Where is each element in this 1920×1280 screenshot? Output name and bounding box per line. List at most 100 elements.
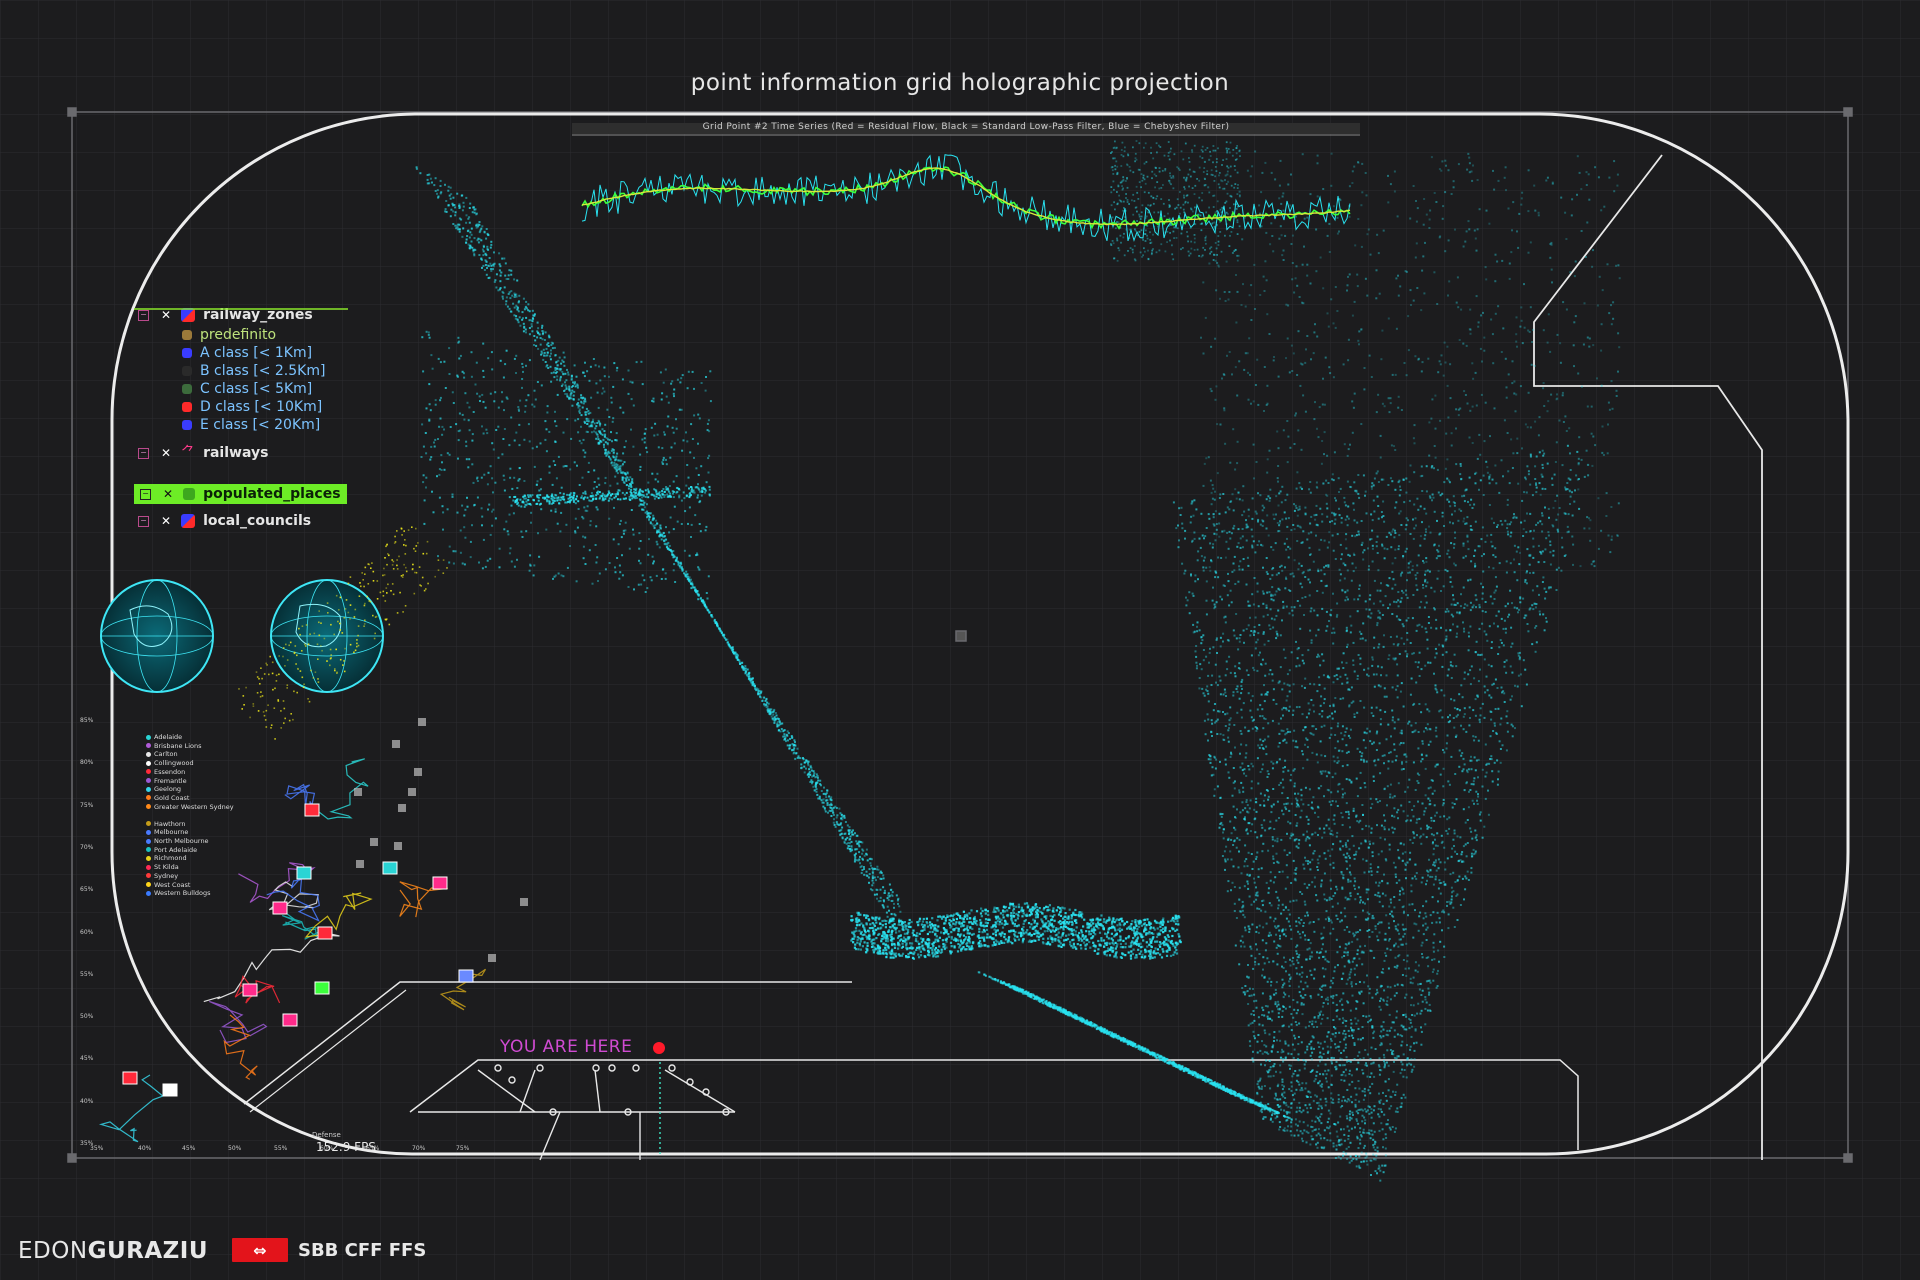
team-marker-icon <box>520 898 528 906</box>
team-trajectory-line <box>98 1074 164 1143</box>
legend-class-item: E class [< 20Km] <box>182 416 320 434</box>
team-logo-icon <box>458 969 474 983</box>
collapse-toggle-icon[interactable]: − <box>140 488 151 500</box>
you-are-here-label: YOU ARE HERE <box>500 1037 633 1057</box>
team-trajectory-line <box>266 875 320 922</box>
x-tick-label: 60% <box>320 1145 334 1152</box>
collapse-toggle-icon[interactable]: − <box>138 447 149 459</box>
team-marker-icon <box>392 740 400 748</box>
y-tick-label: 60% <box>80 928 94 936</box>
team-legend-item: Essendon <box>146 768 185 776</box>
x-tick-label: 50% <box>228 1145 242 1152</box>
team-logo-icon <box>314 981 330 995</box>
legend-group-railway-zones[interactable]: − ✕ railway_zones <box>138 306 313 324</box>
team-color-icon <box>146 838 151 844</box>
legend-class-label: predefinito <box>200 327 277 343</box>
team-legend-item: Greater Western Sydney <box>146 803 234 811</box>
x-tick-label: 40% <box>138 1145 152 1152</box>
class-swatch-icon <box>182 330 192 340</box>
y-tick-label: 65% <box>80 886 94 894</box>
legend-group-label: railways <box>203 445 269 461</box>
team-name: Carlton <box>154 750 178 759</box>
point-cluster <box>415 166 902 938</box>
layer-swatch-icon <box>181 308 196 322</box>
team-marker-icon <box>356 860 364 868</box>
y-tick-label: 70% <box>80 843 94 851</box>
class-swatch-icon <box>182 420 192 430</box>
team-logo-icon <box>304 803 320 817</box>
team-marker-icon <box>394 842 402 850</box>
team-legend-item: Adelaide <box>146 733 182 741</box>
x-tick-label: 45% <box>182 1145 196 1152</box>
legend-class-label: B class [< 2.5Km] <box>200 363 326 379</box>
team-name: Gold Coast <box>154 793 190 802</box>
collapse-toggle-icon[interactable]: − <box>138 309 149 321</box>
timeseries-lowpass-line <box>581 167 1351 226</box>
team-trajectory-line <box>274 904 326 940</box>
team-marker-icon <box>408 788 416 796</box>
points-swatch-icon <box>183 488 196 500</box>
fps-counter: 152.9 FPS <box>316 1140 376 1154</box>
sbb-wordmark: SBB CFF FFS <box>298 1240 427 1261</box>
team-trajectory-line <box>439 968 487 1011</box>
legend-group-populated-places[interactable]: − ✕ populated_places <box>134 484 347 504</box>
team-color-icon <box>146 890 151 896</box>
legend-group-label: railway_zones <box>203 307 313 323</box>
author-name: EDONGURAZIU <box>18 1238 208 1264</box>
y-tick-label: 85% <box>80 717 94 724</box>
team-legend-item: Hawthorn <box>146 820 186 828</box>
team-color-icon <box>146 847 151 853</box>
globe-left <box>100 579 214 693</box>
team-name: Sydney <box>154 871 179 880</box>
legend-group-local-councils[interactable]: − ✕ local_councils <box>138 512 311 530</box>
team-color-icon <box>146 786 151 792</box>
team-color-icon <box>146 778 151 783</box>
point-cluster <box>1172 444 1590 1182</box>
class-swatch-icon <box>182 402 192 412</box>
y-tick-label: 35% <box>80 1140 94 1147</box>
team-legend-item: Carlton <box>146 750 178 758</box>
stadium-outline <box>110 112 1850 1156</box>
team-trajectory-line <box>284 783 316 808</box>
team-name: Fremantle <box>154 776 187 785</box>
legend-class-item: B class [< 2.5Km] <box>182 362 325 380</box>
legend-group-label: populated_places <box>203 486 341 502</box>
collapse-toggle-icon[interactable]: − <box>138 515 149 527</box>
team-name: Melbourne <box>154 828 189 837</box>
legend-class-item: A class [< 1Km] <box>182 344 312 362</box>
x-tick-label: 35% <box>90 1145 104 1152</box>
team-logo-icon <box>122 1071 138 1085</box>
team-color-icon <box>146 751 151 757</box>
team-marker-icon <box>488 954 496 962</box>
team-logo-icon <box>162 1083 178 1097</box>
populated-places-points <box>238 526 448 740</box>
legend-group-railways[interactable]: − ✕ ⺈ railways <box>138 444 268 462</box>
team-color-icon <box>146 855 151 861</box>
remove-layer-icon[interactable]: ✕ <box>161 308 172 322</box>
team-logo-icon <box>272 901 288 915</box>
remove-layer-icon[interactable]: ✕ <box>161 446 172 460</box>
point-cluster <box>510 485 711 507</box>
team-logo-icon <box>382 861 398 875</box>
team-color-icon <box>146 821 151 827</box>
team-legend-item: Melbourne <box>146 828 188 836</box>
legend-class-item: C class [< 5Km] <box>182 380 312 398</box>
class-swatch-icon <box>182 366 192 376</box>
remove-layer-icon[interactable]: ✕ <box>161 514 172 528</box>
remove-layer-icon[interactable]: ✕ <box>163 487 174 501</box>
legend-class-label: C class [< 5Km] <box>200 381 313 397</box>
team-marker-icon <box>370 838 378 846</box>
legend-class-label: A class [< 1Km] <box>200 345 313 361</box>
x-tick-label: 70% <box>412 1145 426 1152</box>
page-title: point information grid holographic proje… <box>690 70 1230 96</box>
point-cluster <box>420 330 712 601</box>
team-trajectory-line <box>223 1014 258 1080</box>
timeseries-caption: Grid Point #2 Time Series (Red = Residua… <box>702 122 1230 132</box>
legend-class-item: predefinito <box>182 326 276 344</box>
team-name: Essendon <box>154 767 186 776</box>
team-legend-item: Fremantle <box>146 777 187 785</box>
point-cluster <box>977 971 1293 1121</box>
